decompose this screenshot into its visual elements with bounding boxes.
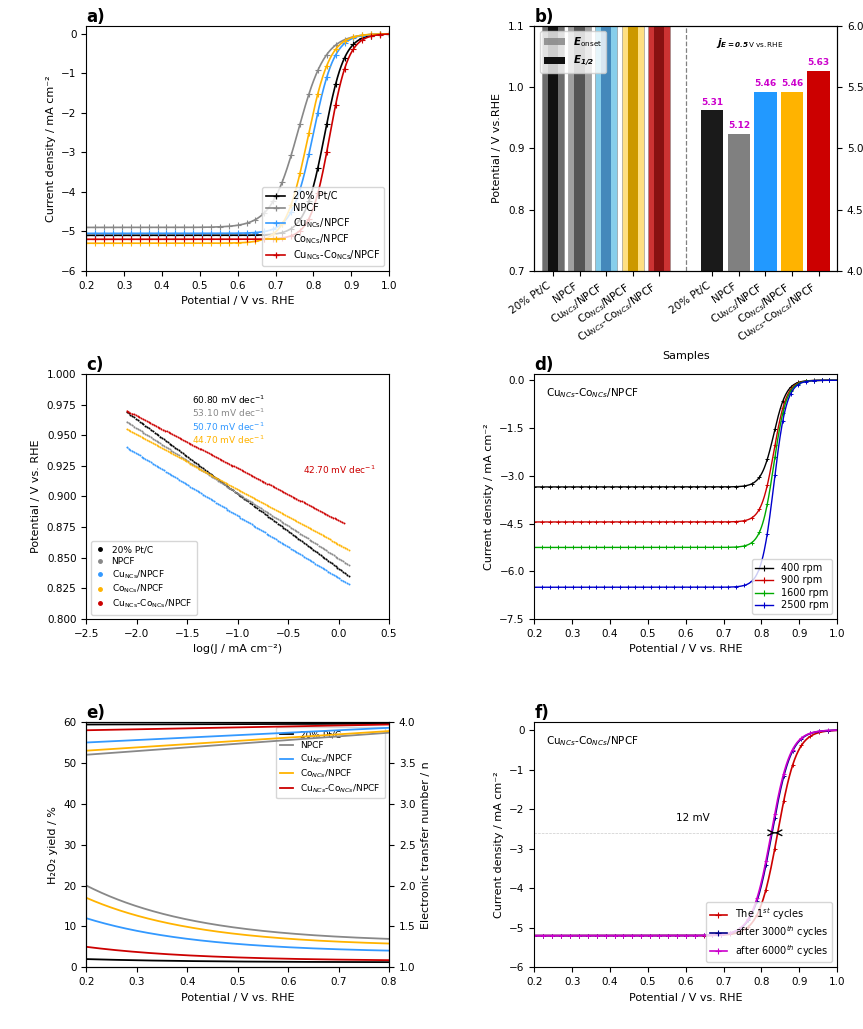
Text: Cu$_{NCs}$-Co$_{NCs}$/NPCF: Cu$_{NCs}$-Co$_{NCs}$/NPCF [546,386,639,400]
Bar [542,0,564,271]
Text: f): f) [534,704,549,722]
X-axis label: Potential / V vs. RHE: Potential / V vs. RHE [629,644,742,654]
X-axis label: Potential / V vs. RHE: Potential / V vs. RHE [181,296,294,307]
Bar [781,92,803,271]
Bar [575,0,584,271]
Bar [569,0,590,271]
Y-axis label: Electronic transfer number / n: Electronic transfer number / n [421,760,431,928]
Bar [702,110,723,271]
Text: 5.46: 5.46 [754,79,777,88]
Y-axis label: Current density / mA cm⁻²: Current density / mA cm⁻² [483,423,494,570]
Text: b): b) [534,7,554,26]
Y-axis label: H₂O₂ yield / %: H₂O₂ yield / % [48,806,58,884]
Bar [548,0,558,271]
X-axis label: Samples: Samples [662,351,709,360]
Bar [627,0,638,271]
Text: 50.70 mV dec$^{-1}$: 50.70 mV dec$^{-1}$ [192,420,265,433]
Text: c): c) [86,356,104,374]
Text: 53.10 mV dec$^{-1}$: 53.10 mV dec$^{-1}$ [192,406,266,419]
Legend: 20% Pt/C, NPCF, Cu$_\mathregular{NCs}$/NPCF, Co$_\mathregular{NCs}$/NPCF, Cu$_\m: 20% Pt/C, NPCF, Cu$_\mathregular{NCs}$/N… [91,541,197,614]
X-axis label: Potential / V vs. RHE: Potential / V vs. RHE [181,993,294,1002]
Text: 60.80 mV dec$^{-1}$: 60.80 mV dec$^{-1}$ [192,393,266,405]
Legend: 20% Pt/C, NPCF, Cu$_\mathregular{NCs}$/NPCF, Co$_\mathregular{NCs}$/NPCF, Cu$_\m: 20% Pt/C, NPCF, Cu$_\mathregular{NCs}$/N… [262,187,384,267]
Y-axis label: Current density / mA cm⁻²: Current density / mA cm⁻² [494,772,504,918]
Text: d): d) [534,356,554,374]
Bar [654,0,665,271]
Bar [754,92,777,271]
Text: Cu$_{NCs}$-Co$_{NCs}$/NPCF: Cu$_{NCs}$-Co$_{NCs}$/NPCF [546,735,639,748]
Text: $\bfit{j}_{E=0.5\,\mathregular{V\,vs.RHE}}$: $\bfit{j}_{E=0.5\,\mathregular{V\,vs.RHE… [716,36,784,49]
Legend: 400 rpm, 900 rpm, 1600 rpm, 2500 rpm: 400 rpm, 900 rpm, 1600 rpm, 2500 rpm [752,559,832,614]
Text: e): e) [86,704,105,722]
Legend: $\bfit{E}_\mathregular{onset}$, $\bfit{E}_{1/2}$: $\bfit{E}_\mathregular{onset}$, $\bfit{E… [539,31,606,73]
Text: 5.12: 5.12 [728,121,750,130]
Text: 12 mV: 12 mV [677,813,710,823]
Y-axis label: Current density / mA cm⁻²: Current density / mA cm⁻² [46,75,55,221]
Y-axis label: Potential / V vs. RHE: Potential / V vs. RHE [31,439,41,554]
Bar [648,0,671,271]
Legend: The 1$^{st}$ cycles, after 3000$^{th}$ cycles, after 6000$^{th}$ cycles: The 1$^{st}$ cycles, after 3000$^{th}$ c… [706,902,832,962]
Bar [601,0,611,271]
Text: 44.70 mV dec$^{-1}$: 44.70 mV dec$^{-1}$ [192,434,265,447]
Bar [595,0,617,271]
Bar [621,0,644,271]
Text: a): a) [86,7,105,26]
X-axis label: Potential / V vs. RHE: Potential / V vs. RHE [629,993,742,1002]
Bar [808,71,829,271]
Text: 42.70 mV dec$^{-1}$: 42.70 mV dec$^{-1}$ [303,463,376,475]
Legend: 20% Pt/C, NPCF, Cu$_{NCs}$/NPCF, Co$_{NCs}$/NPCF, Cu$_{NCs}$-Co$_{NCs}$/NPCF: 20% Pt/C, NPCF, Cu$_{NCs}$/NPCF, Co$_{NC… [276,726,385,799]
X-axis label: log(J / mA cm⁻²): log(J / mA cm⁻²) [193,644,282,654]
Text: 5.63: 5.63 [808,59,829,68]
Y-axis label: Potential / V vs.RHE: Potential / V vs.RHE [493,94,502,204]
Bar [728,134,750,271]
Text: 5.31: 5.31 [702,98,723,107]
Text: 5.46: 5.46 [781,79,803,88]
